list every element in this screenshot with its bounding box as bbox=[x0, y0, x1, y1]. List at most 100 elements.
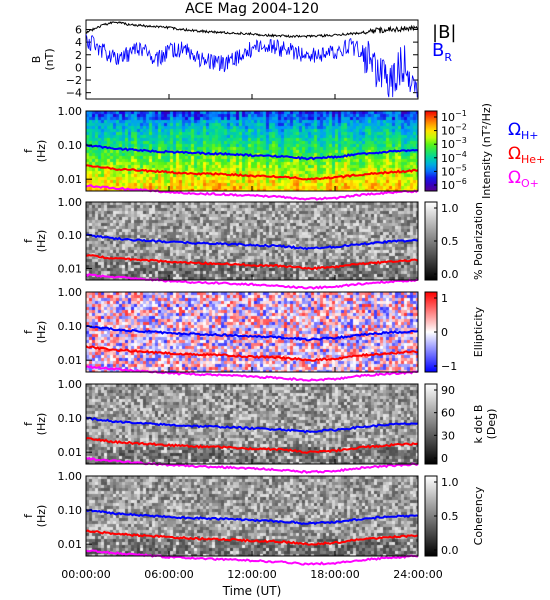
colorbar-tick-label: 30 bbox=[441, 429, 455, 442]
colorbar-tick-text: 1.0 bbox=[441, 476, 459, 489]
colorbar-tick-label: 90 bbox=[441, 384, 455, 397]
colorbar-tick-label: 10−5 bbox=[441, 163, 467, 178]
hplus-gyro-line bbox=[85, 233, 419, 251]
heplus-gyro-line bbox=[85, 254, 419, 271]
colorbar-tick-label: 0.5 bbox=[441, 510, 459, 523]
ion-label-species: H+ bbox=[521, 129, 539, 142]
freq-tick-label: 1.00 bbox=[58, 378, 83, 391]
colorbar-tick-text: 10 bbox=[441, 152, 455, 165]
heplus-gyro-line bbox=[85, 529, 419, 546]
colorbar-label-line: % Polarization bbox=[472, 202, 485, 280]
colorbar-tick-text: 30 bbox=[441, 429, 455, 442]
freq-ylabel: f(Hz) bbox=[22, 505, 48, 528]
colorbar-label-line: Ellipticity bbox=[472, 306, 485, 357]
freq-tick-label: 0.10 bbox=[58, 504, 83, 517]
freq-tick-label: 1.00 bbox=[58, 105, 83, 118]
colorbar-tick-label: 0.5 bbox=[441, 235, 459, 248]
colorbar-tick-text: 1 bbox=[441, 292, 448, 305]
freq-ylabel-line: (Hz) bbox=[35, 321, 48, 344]
panel-bfield-frame bbox=[85, 19, 419, 100]
colorbar-label: Ellipticity bbox=[472, 306, 485, 357]
freq-ylabel: f(Hz) bbox=[22, 230, 48, 253]
spectrogram-ellipticity bbox=[86, 292, 418, 372]
freq-ylabel: f(Hz) bbox=[22, 140, 48, 163]
bfield-ytick-label: −4 bbox=[66, 87, 82, 100]
hplus-gyro-line bbox=[85, 324, 419, 342]
colorbar-tick-text: 10 bbox=[441, 179, 455, 192]
colorbar-tick-exponent: −6 bbox=[455, 177, 467, 186]
freq-tick-label: 0.10 bbox=[58, 139, 83, 152]
freq-tick-label: 1.00 bbox=[58, 286, 83, 299]
freq-tick-label: 0.01 bbox=[58, 446, 83, 459]
time-tick-label: 24:00:00 bbox=[393, 568, 442, 581]
freq-tick-label: 0.10 bbox=[58, 320, 83, 333]
ion-label-species: O+ bbox=[521, 177, 539, 190]
oplus-gyro-line bbox=[85, 365, 419, 382]
time-axis-label: Time (UT) bbox=[222, 584, 282, 598]
colorbar-label: % Polarization bbox=[472, 202, 485, 280]
colorbar-tick-text: 0.5 bbox=[441, 235, 459, 248]
colorbar-tick-label: 0.0 bbox=[441, 544, 459, 557]
colorbar-tick-label: 10−2 bbox=[441, 123, 467, 138]
colorbar-label-line: Intensity (nT²/Hz) bbox=[480, 103, 493, 199]
bfield-ytick-label: 2 bbox=[75, 49, 82, 62]
colorbar-tick-label: 10−1 bbox=[441, 109, 467, 124]
legend-br-subscript: R bbox=[444, 51, 452, 64]
legend-btotal: |B| bbox=[432, 22, 456, 43]
colorbar-tick-label: 0 bbox=[441, 452, 448, 465]
freq-tick-label: 0.01 bbox=[58, 173, 83, 186]
freq-tick-label: 1.00 bbox=[58, 196, 83, 209]
freq-ylabel-line: (Hz) bbox=[35, 505, 48, 528]
bfield-ytick-label: 0 bbox=[75, 61, 82, 74]
colorbar-label-line: Coherency bbox=[472, 486, 485, 545]
bfield-ytick-label: 4 bbox=[75, 36, 82, 49]
series-br-line bbox=[85, 34, 418, 98]
colorbar-tick-label: 0.0 bbox=[441, 268, 459, 281]
colorbar-k-dot-b bbox=[424, 383, 438, 465]
colorbar-tick-exponent: −4 bbox=[455, 150, 467, 159]
colorbar-tick-exponent: −2 bbox=[455, 123, 467, 132]
colorbar-tick-text: −1 bbox=[441, 360, 457, 373]
ion-label-symbol: Ω bbox=[508, 168, 521, 188]
colorbar-tick-text: 0 bbox=[441, 452, 448, 465]
freq-ylabel-line: f bbox=[22, 329, 35, 334]
time-tick-label: 18:00:00 bbox=[310, 568, 359, 581]
colorbar-tick-exponent: −1 bbox=[455, 109, 467, 118]
time-tick-label: 00:00:00 bbox=[61, 568, 110, 581]
freq-tick-label: 1.00 bbox=[58, 470, 83, 483]
freq-ylabel-line: f bbox=[22, 421, 35, 426]
bfield-ylabel-line: (nT) bbox=[43, 48, 56, 70]
oplus-gyro-line bbox=[85, 549, 418, 566]
colorbar-label: Coherency bbox=[472, 486, 485, 545]
hplus-gyro-line bbox=[85, 508, 419, 526]
colorbar-tick-text: 10 bbox=[441, 111, 455, 124]
freq-ylabel-line: f bbox=[22, 513, 35, 518]
oplus-gyro-line bbox=[85, 456, 419, 474]
colorbar-tick-text: 10 bbox=[441, 125, 455, 138]
figure-title: ACE Mag 2004-120 bbox=[185, 1, 319, 17]
colorbar-tick-label: 1.0 bbox=[441, 476, 459, 489]
colorbar-tick-label: −1 bbox=[441, 360, 457, 373]
freq-tick-label: 0.10 bbox=[58, 229, 83, 242]
spectrogram-intensity bbox=[86, 111, 418, 191]
colorbar-label: Intensity (nT²/Hz) bbox=[480, 103, 493, 199]
bfield-ylabel-line: B bbox=[30, 56, 43, 64]
colorbar-tick-text: 1.0 bbox=[441, 202, 459, 215]
hplus-gyro-line bbox=[85, 143, 419, 161]
freq-ylabel: f(Hz) bbox=[22, 321, 48, 344]
colorbar-tick-label: 10−6 bbox=[441, 177, 467, 192]
time-tick-label: 06:00:00 bbox=[144, 568, 193, 581]
freq-ylabel-line: (Hz) bbox=[35, 140, 48, 163]
heplus-gyro-line bbox=[85, 436, 419, 454]
colorbar-tick-label: 1 bbox=[441, 292, 448, 305]
bfield-ylabel: B(nT) bbox=[30, 48, 56, 70]
ion-label-heplus: ΩHe+ bbox=[508, 144, 545, 166]
ion-label-symbol: Ω bbox=[508, 144, 521, 164]
colorbar-tick-label: 0 bbox=[441, 326, 448, 339]
colorbar-tick-exponent: −5 bbox=[455, 163, 467, 172]
ion-label-hplus: ΩH+ bbox=[508, 120, 539, 142]
colorbar-tick-text: 0.0 bbox=[441, 544, 459, 557]
heplus-gyro-line bbox=[85, 164, 419, 181]
